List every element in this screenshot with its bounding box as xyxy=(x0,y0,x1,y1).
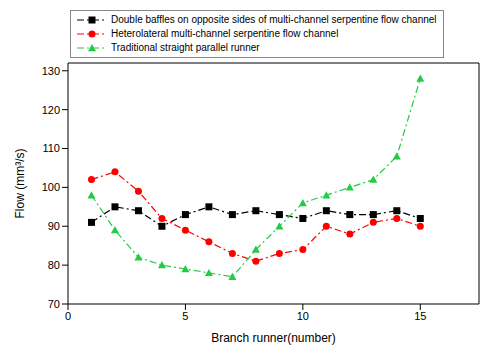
svg-text:5: 5 xyxy=(182,310,188,322)
html-text:Double baffles on opposite sid: Double baffles on opposite sides of mult… xyxy=(111,14,437,25)
svg-text:120: 120 xyxy=(42,104,60,116)
html-text:Traditional straight parallel: Traditional straight parallel runner xyxy=(111,42,260,53)
svg-text:80: 80 xyxy=(48,259,60,271)
svg-text:15: 15 xyxy=(414,310,426,322)
html-text:Heterolateral multi-channel se: Heterolateral multi-channel serpentine f… xyxy=(111,28,339,39)
svg-text:Branch runner(number): Branch runner(number) xyxy=(211,331,336,345)
svg-text:10: 10 xyxy=(297,310,309,322)
svg-text:100: 100 xyxy=(42,181,60,193)
svg-text:110: 110 xyxy=(42,142,60,154)
svg-text:0: 0 xyxy=(65,310,71,322)
svg-text:Flow (mm³/s): Flow (mm³/s) xyxy=(13,149,27,219)
svg-text:90: 90 xyxy=(48,220,60,232)
svg-text:130: 130 xyxy=(42,65,60,77)
svg-text:70: 70 xyxy=(48,298,60,310)
